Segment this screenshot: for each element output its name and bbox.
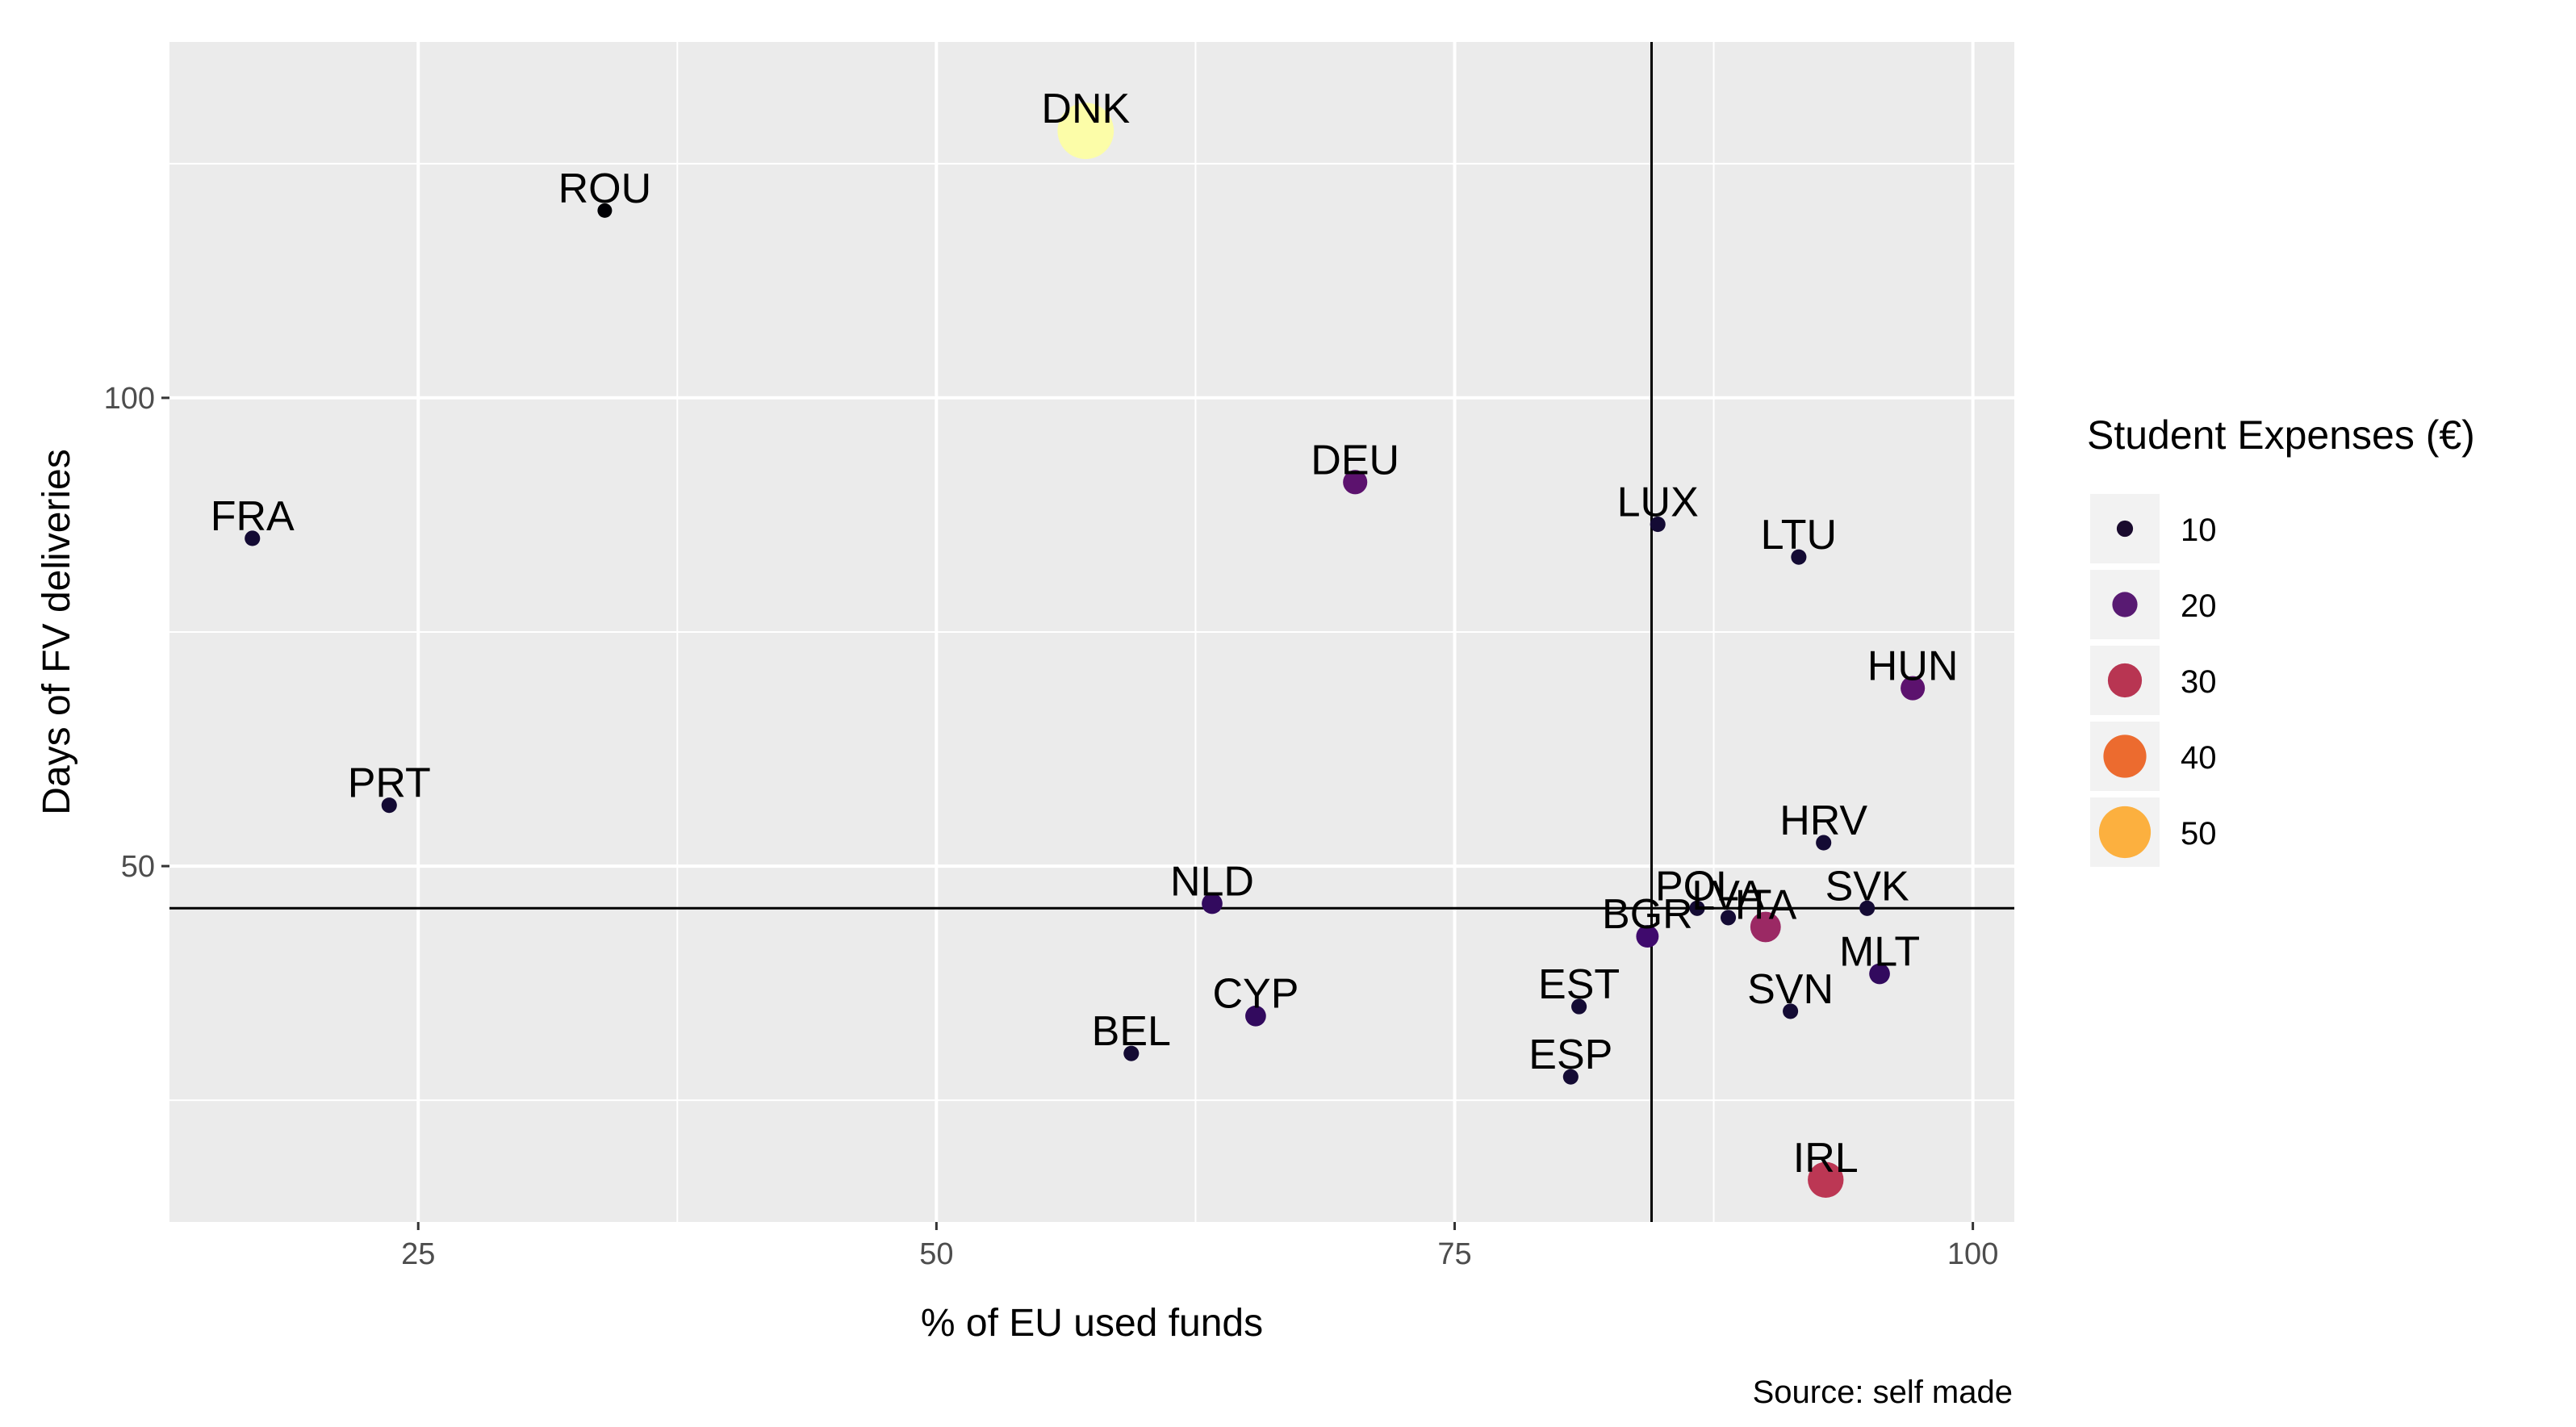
- point-bel: [1123, 1045, 1140, 1061]
- point-label-rou: ROU: [558, 165, 652, 212]
- point-label-cyp: CYP: [1212, 971, 1298, 1018]
- point-label-ita: ITA: [1734, 882, 1796, 929]
- major-gridlines: [169, 42, 2014, 1222]
- point-label-dnk: DNK: [1041, 86, 1130, 132]
- point-label-lva: LVA: [1692, 873, 1765, 919]
- legend-label-10: 10: [2181, 513, 2217, 548]
- point-label-hrv: HRV: [1779, 797, 1867, 844]
- y-tick-label: 50: [121, 850, 155, 884]
- point-label-bgr: BGR: [1602, 891, 1693, 938]
- legend-key-20: [2112, 592, 2138, 617]
- point-cyp: [1245, 1005, 1266, 1027]
- point-dnk: [1057, 103, 1114, 160]
- point-bgr: [1636, 925, 1659, 948]
- legend-key-10: [2116, 520, 2134, 538]
- point-label-pol: POL: [1655, 863, 1739, 910]
- point-est: [1571, 998, 1587, 1015]
- point-hun: [1901, 676, 1926, 701]
- chart-caption: Source: self made: [1753, 1375, 2013, 1410]
- point-mlt: [1869, 963, 1890, 985]
- point-deu: [1343, 470, 1368, 495]
- legend-keys: 10 20 30 40 50: [2090, 494, 2217, 867]
- point-label-nld: NLD: [1170, 858, 1254, 905]
- y-axis-title: Days of FV deliveries: [36, 449, 78, 815]
- x-tick-label: 25: [401, 1237, 435, 1271]
- point-lva: [1720, 910, 1737, 926]
- point-pol: [1689, 900, 1705, 916]
- point-label-svk: SVK: [1825, 863, 1909, 910]
- legend-key-30: [2107, 663, 2143, 698]
- point-hrv: [1816, 835, 1832, 851]
- x-tick-label: 100: [1947, 1237, 1998, 1271]
- point-svk: [1859, 900, 1876, 916]
- point-label-esp: ESP: [1528, 1032, 1612, 1078]
- point-label-lux: LUX: [1617, 479, 1699, 526]
- point-ita: [1750, 911, 1781, 943]
- legend-title: Student Expenses (€): [2087, 412, 2475, 458]
- point-fra: [245, 530, 261, 546]
- point-esp: [1562, 1069, 1579, 1085]
- y-tick-label: 100: [104, 382, 155, 416]
- y-axis-ticks: 50 100: [104, 382, 169, 884]
- point-label-prt: PRT: [348, 760, 431, 807]
- legend-label-20: 20: [2181, 588, 2217, 624]
- point-label-svn: SVN: [1747, 966, 1834, 1013]
- point-label-fra: FRA: [211, 493, 295, 540]
- legend-key-40: [2103, 734, 2147, 778]
- point-nld: [1202, 893, 1223, 914]
- point-prt: [381, 797, 397, 814]
- legend-label-40: 40: [2181, 740, 2217, 776]
- point-label-ltu: LTU: [1761, 512, 1837, 559]
- minor-gridlines: [169, 42, 2014, 1222]
- point-irl: [1808, 1161, 1844, 1198]
- point-lux: [1650, 517, 1666, 533]
- point-label-deu: DEU: [1311, 437, 1399, 483]
- legend: Student Expenses (€) 10 20 30 40 50: [2087, 412, 2475, 867]
- x-axis-ticks: 25 50 75 100: [401, 1222, 1998, 1271]
- data-points: [245, 103, 1926, 1198]
- reference-lines: [169, 42, 2014, 1222]
- legend-label-50: 50: [2181, 816, 2217, 852]
- point-label-mlt: MLT: [1839, 929, 1920, 976]
- x-axis-title: % of EU used funds: [921, 1302, 1263, 1345]
- point-ltu: [1791, 549, 1807, 565]
- legend-key-50: [2098, 806, 2152, 859]
- legend-label-30: 30: [2181, 664, 2217, 700]
- point-rou: [597, 203, 613, 218]
- point-label-irl: IRL: [1793, 1135, 1859, 1182]
- point-label-bel: BEL: [1092, 1008, 1171, 1055]
- x-tick-label: 75: [1437, 1237, 1471, 1271]
- x-tick-label: 50: [919, 1237, 953, 1271]
- point-label-hun: HUN: [1867, 643, 1959, 690]
- point-label-est: EST: [1538, 961, 1620, 1008]
- point-svn: [1783, 1003, 1799, 1019]
